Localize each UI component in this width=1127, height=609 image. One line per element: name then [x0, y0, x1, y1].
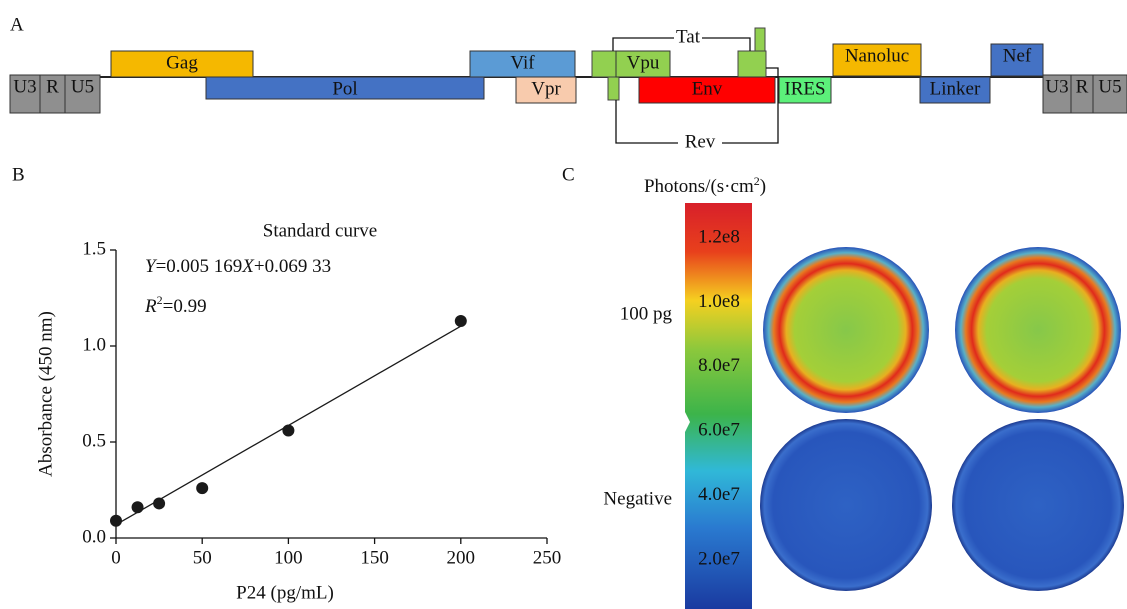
x-tick-label: 50: [193, 547, 212, 568]
r-squared-part: =0.99: [163, 296, 207, 317]
x-tick-label: 250: [533, 547, 562, 568]
colorbar-tick-label: 1.0e8: [698, 291, 740, 312]
equation-part: =0.005 169: [156, 256, 243, 277]
tat-exon: [738, 51, 766, 77]
x-axis-label: P24 (pg/mL): [236, 582, 334, 603]
row-label: 100 pg: [620, 303, 673, 324]
panel-label: A: [10, 14, 24, 35]
well-image: [952, 419, 1124, 591]
y-tick-label: 1.0: [82, 334, 106, 355]
gene-label: Nanoluc: [845, 45, 909, 66]
x-tick-label: 200: [447, 547, 476, 568]
y-axis-label: Absorbance (450 nm): [35, 311, 56, 477]
r-squared-part: R: [144, 296, 157, 317]
data-point: [282, 424, 294, 436]
title-part: Photons/(s·cm: [644, 176, 754, 197]
data-point: [455, 315, 467, 327]
equation: Y=0.005 169X+0.069 33: [145, 256, 331, 277]
gene-label: Vif: [510, 52, 535, 73]
rev-label: Rev: [685, 131, 716, 152]
gene-label: Vpu: [627, 52, 660, 73]
panel-label: C: [562, 164, 575, 185]
colorbar-tick-label: 4.0e7: [698, 484, 740, 505]
y-tick-label: 0.0: [82, 526, 106, 547]
standard-curve-chart: B Standard curve P24 (pg/mL) Absorbance …: [12, 164, 561, 603]
tat-label: Tat: [676, 26, 701, 47]
gene-label: U3: [1045, 76, 1068, 97]
gene-label: U5: [1098, 76, 1121, 97]
colorbar-title: Photons/(s·cm2): [644, 174, 766, 198]
x-tick-label: 150: [360, 547, 389, 568]
tat-exon: [755, 28, 765, 51]
panel-label: B: [12, 164, 25, 185]
gene-label: R: [1076, 76, 1089, 97]
data-point: [153, 497, 165, 509]
colorbar-tick-label: 2.0e7: [698, 548, 740, 569]
gene-label: Gag: [166, 52, 198, 73]
y-tick-label: 0.5: [82, 430, 106, 451]
gene-label: R: [46, 76, 59, 97]
equation-part: +0.069 33: [254, 256, 331, 277]
gene-label: Env: [692, 78, 723, 99]
y-tick-label: 1.5: [82, 238, 106, 259]
luminescence-panel: C Photons/(s·cm2) 100 pg Negative 1.2e8 1…: [562, 164, 1124, 609]
well-image: [763, 247, 929, 413]
gene-label: Nef: [1003, 45, 1032, 66]
data-point: [132, 501, 144, 513]
genome-map: A Tat Rev U3 R U5 Gag Pol Vif Vpr Vpu Env IRES Nan…: [10, 14, 1127, 152]
gene-label: Linker: [930, 78, 981, 99]
title-part: ): [760, 176, 766, 197]
colorbar-tick-label: 8.0e7: [698, 355, 740, 376]
data-point: [110, 515, 122, 527]
x-tick-label: 100: [274, 547, 303, 568]
tat-exon: [592, 51, 616, 77]
data-point: [196, 482, 208, 494]
chart-title: Standard curve: [263, 220, 377, 241]
gene-label: IRES: [784, 78, 825, 99]
gene-label: Pol: [332, 78, 357, 99]
gene-label: U5: [71, 76, 94, 97]
x-tick-label: 0: [111, 547, 121, 568]
gene-label: Vpr: [531, 78, 561, 99]
colorbar-tick-label: 6.0e7: [698, 420, 740, 441]
well-image: [955, 247, 1121, 413]
well-image: [760, 419, 932, 591]
gene-label: U3: [13, 76, 36, 97]
colorbar-tick-label: 1.2e8: [698, 226, 740, 247]
figure: A Tat Rev U3 R U5 Gag Pol Vif Vpr Vpu Env IRES Nan…: [0, 0, 1127, 609]
rev-exon: [608, 77, 619, 100]
row-label: Negative: [603, 488, 672, 509]
r-squared: R2=0.99: [144, 293, 207, 318]
